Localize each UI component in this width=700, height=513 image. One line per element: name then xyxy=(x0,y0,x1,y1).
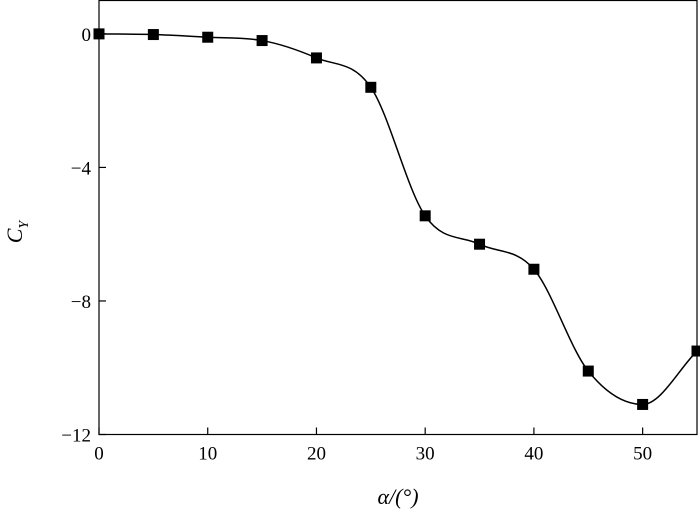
data-point-marker xyxy=(528,263,540,275)
plot-frame xyxy=(98,0,698,436)
series-layer xyxy=(93,28,700,410)
y-tick-label: 0 xyxy=(82,25,92,46)
x-axis-label-group: α/(°) xyxy=(377,484,418,509)
data-point-marker xyxy=(147,29,159,41)
x-tick-label: 0 xyxy=(94,444,104,465)
x-axis-label: α/(°) xyxy=(377,484,418,509)
x-tick-label: 30 xyxy=(416,444,435,465)
data-point-marker xyxy=(93,28,105,40)
y-axis-label: CY xyxy=(2,219,32,244)
x-tick-label: 50 xyxy=(633,444,652,465)
data-point-marker xyxy=(365,81,377,93)
x-axis-label-text: α/(°) xyxy=(377,484,418,509)
y-axis-ticks: 0 −4 −8 −12 xyxy=(61,25,106,447)
data-point-marker xyxy=(202,31,214,43)
data-point-marker xyxy=(637,398,649,410)
data-point-marker xyxy=(419,210,431,222)
y-tick-label: −12 xyxy=(61,426,91,447)
x-axis-ticks: 0 10 20 30 40 50 xyxy=(94,427,652,465)
x-tick-label: 40 xyxy=(524,444,543,465)
x-tick-label: 10 xyxy=(198,444,217,465)
y-axis-label-group: CY xyxy=(2,219,32,244)
y-tick-label: −8 xyxy=(71,292,91,313)
data-point-marker xyxy=(582,365,594,377)
series-line xyxy=(98,33,698,406)
data-point-marker xyxy=(310,52,322,64)
data-point-marker xyxy=(256,35,268,47)
plot-area xyxy=(98,0,698,436)
data-point-marker xyxy=(691,345,700,357)
y-axis-label-subscript: Y xyxy=(17,219,32,229)
y-axis-label-main: C xyxy=(2,228,27,243)
x-tick-label: 20 xyxy=(307,444,326,465)
y-tick-label: −4 xyxy=(71,158,92,179)
data-point-marker xyxy=(474,238,486,250)
